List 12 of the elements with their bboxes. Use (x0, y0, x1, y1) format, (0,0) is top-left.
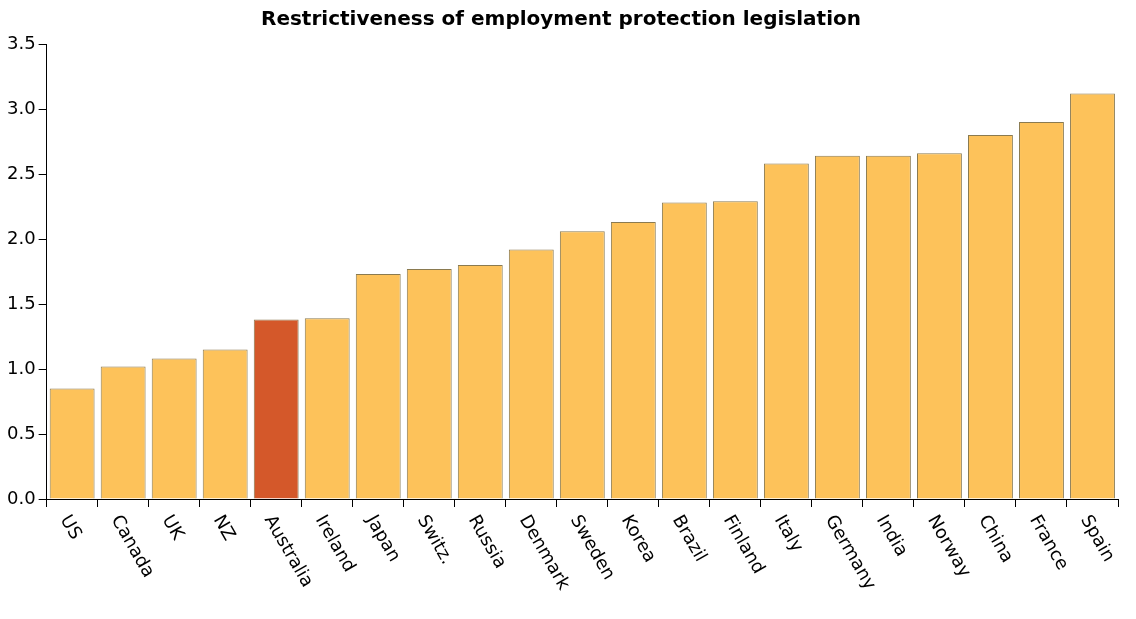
y-tick-label: 2.5 (6, 161, 36, 183)
chart-title: Restrictiveness of employment protection legislation (260, 6, 862, 31)
y-tick-label: 3.5 (6, 31, 36, 53)
y-tick-label: 0.5 (6, 421, 36, 443)
y-tick-label: 3.0 (6, 96, 36, 118)
y-tick-label: 2.0 (6, 226, 36, 248)
x-tick-label: US (56, 510, 88, 543)
y-tick-label: 1.0 (6, 356, 36, 378)
y-tick-label: 0.0 (6, 486, 36, 508)
y-tick-label: 1.5 (6, 291, 36, 313)
x-tick-label: UK (158, 510, 190, 544)
x-tick-label: NZ (209, 510, 241, 544)
